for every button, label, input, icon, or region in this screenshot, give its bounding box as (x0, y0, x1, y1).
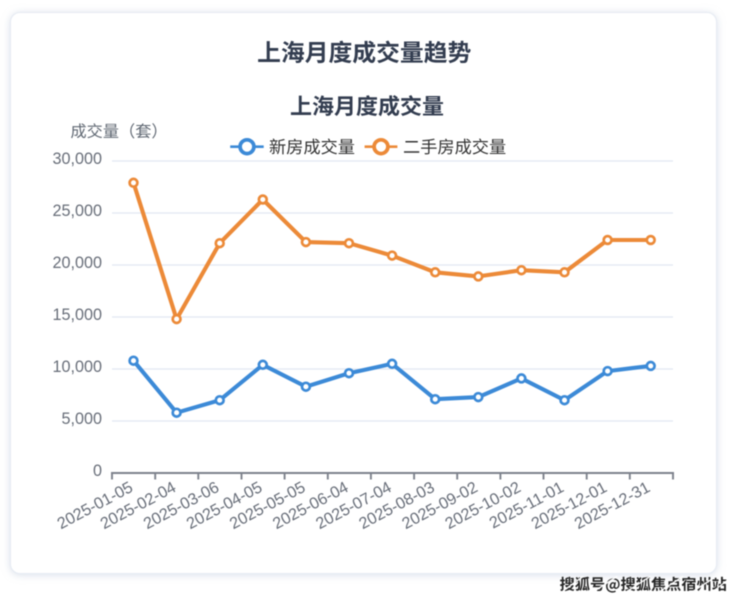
svg-text:5,000: 5,000 (61, 410, 102, 428)
svg-text:10,000: 10,000 (52, 358, 102, 376)
svg-text:20,000: 20,000 (52, 254, 102, 272)
svg-text:15,000: 15,000 (52, 306, 102, 324)
svg-text:0: 0 (93, 462, 102, 480)
svg-text:25,000: 25,000 (52, 202, 102, 220)
svg-text:30,000: 30,000 (52, 150, 102, 168)
